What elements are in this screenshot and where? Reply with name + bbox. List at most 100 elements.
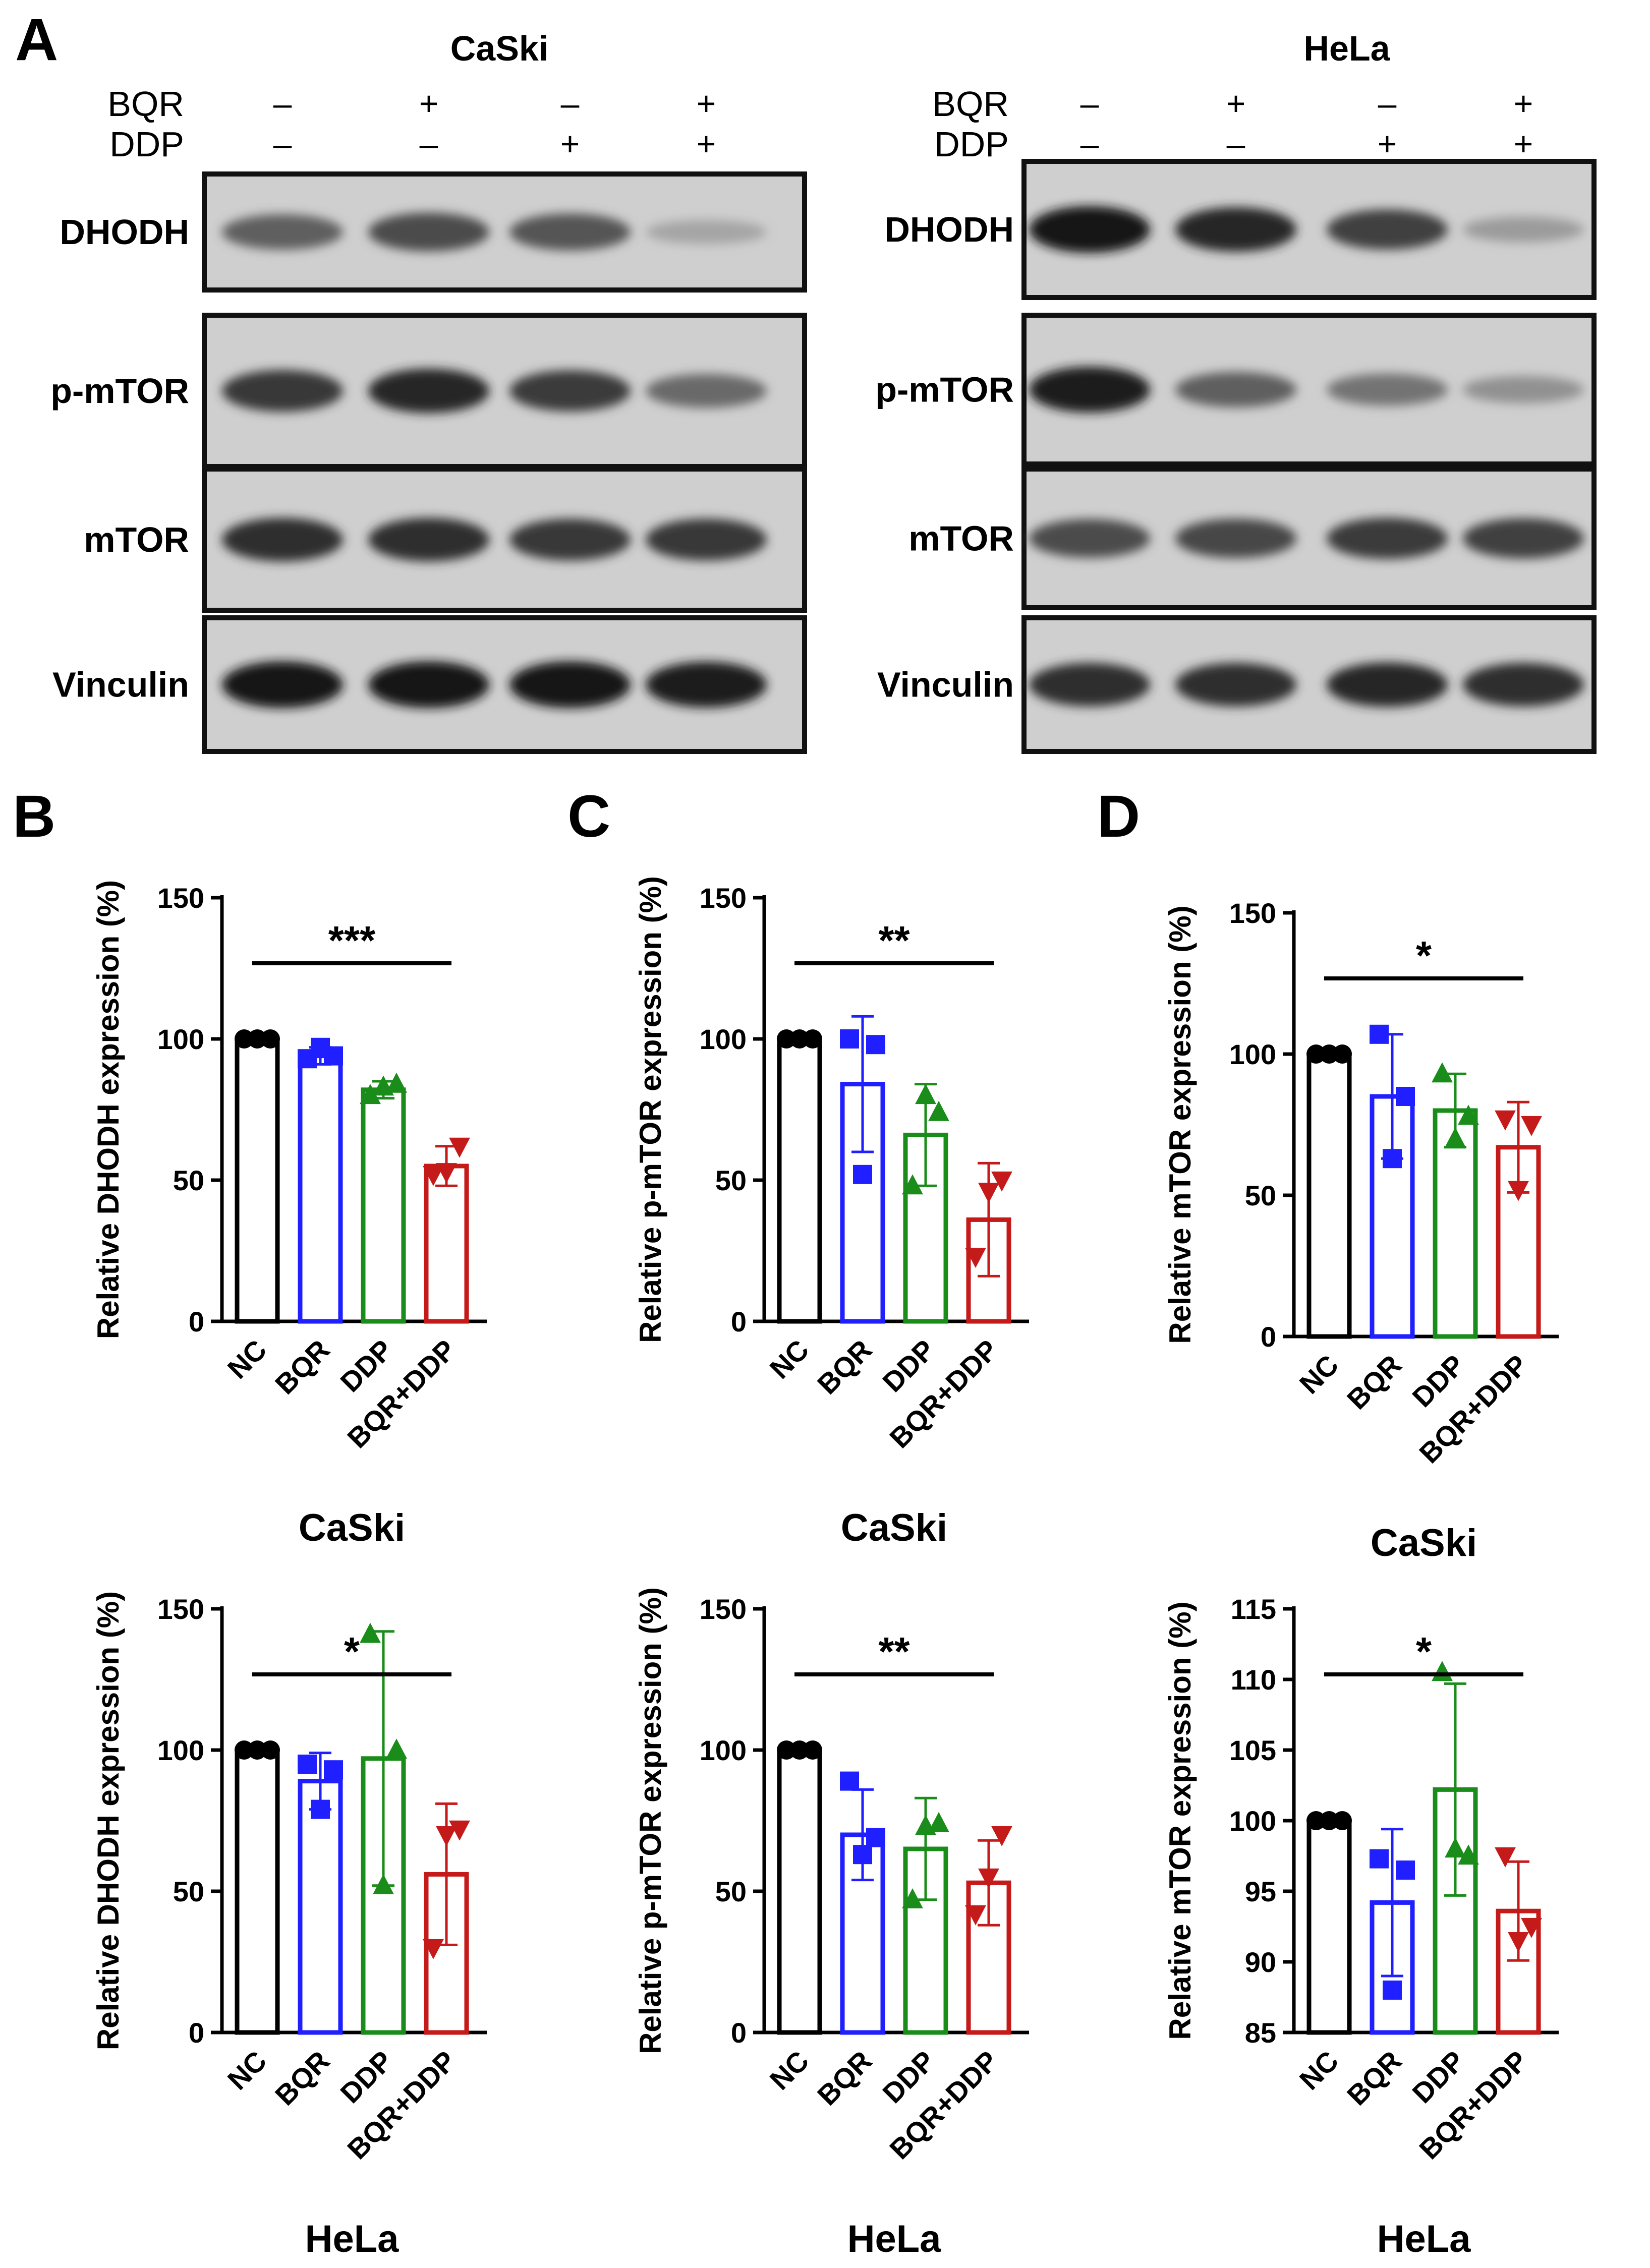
data-point-ddp: [1445, 1837, 1466, 1858]
data-point-nc: [1306, 1044, 1326, 1064]
bar-nc: [235, 1036, 280, 1324]
bar-bqr: [298, 1054, 343, 1324]
data-point-bqr-ddp: [1495, 1110, 1516, 1131]
significance-stars: *: [1416, 933, 1432, 978]
chart-caption-hela: HeLa: [1377, 2218, 1471, 2260]
data-point-bqr-ddp: [1508, 1181, 1529, 1201]
panel-label-a: A: [15, 7, 59, 73]
y-tick-label: 90: [1245, 1946, 1276, 1978]
x-tick-label-nc: NC: [1293, 2045, 1345, 2096]
band-dhodh-lane-2: [368, 212, 489, 252]
band-mtor-lane-1: [222, 517, 343, 562]
ddp-sign-lane-1: –: [1080, 125, 1099, 162]
bar-nc: [777, 1748, 822, 2035]
band-mtor-lane-1: [1029, 519, 1150, 558]
data-point-nc: [1306, 1811, 1326, 1830]
y-axis-title: Relative p-mTOR expression (%): [634, 1587, 667, 2054]
x-tick-label-nc: NC: [221, 2045, 273, 2096]
data-point-nc: [777, 1740, 796, 1760]
bar-nc: [777, 1036, 822, 1324]
band-dhodh-lane-3: [509, 213, 631, 251]
significance-stars: *: [1416, 1629, 1432, 1674]
bqr-sign-lane-2: +: [419, 85, 439, 122]
x-tick-label-nc: NC: [1293, 1349, 1345, 1400]
band-mtor-lane-2: [368, 517, 489, 562]
panel-label-c: C: [567, 783, 611, 850]
data-point-bqr-ddp: [436, 1163, 457, 1183]
y-tick-label: 50: [173, 1165, 204, 1196]
band-vinculin-lane-4: [646, 662, 767, 708]
data-point-bqr-ddp: [991, 1171, 1012, 1192]
data-point-bqr: [853, 1165, 872, 1184]
x-tick-label-bqr: BQR: [811, 1333, 878, 1401]
chart-caption-caski: CaSki: [299, 1506, 405, 1549]
ddp-sign-lane-2: –: [1227, 125, 1245, 162]
ddp-sign-lane-4: +: [1514, 125, 1533, 162]
data-point-bqr-ddp: [449, 1137, 470, 1158]
y-tick-label: 110: [1231, 1664, 1276, 1696]
band-p-mtor-lane-3: [1327, 373, 1448, 406]
bqr-sign-lane-3: –: [561, 85, 580, 122]
band-mtor-lane-3: [509, 518, 631, 561]
x-tick-label-bqr: BQR: [269, 1333, 336, 1401]
bqr-sign-lane-1: –: [273, 85, 292, 122]
blot-title-caski: CaSki: [450, 29, 549, 68]
data-point-ddp: [928, 1100, 949, 1121]
band-p-mtor-lane-1: [222, 370, 343, 412]
x-tick-label-bqr: BQR: [1341, 2045, 1408, 2112]
x-tick-label-nc: NC: [764, 2045, 815, 2096]
data-point-ddp: [928, 1812, 949, 1832]
data-point-ddp: [386, 1072, 407, 1093]
y-axis-title: Relative mTOR expression (%): [1163, 905, 1197, 1344]
data-point-bqr: [866, 1035, 885, 1055]
y-tick-label: 115: [1231, 1593, 1276, 1625]
y-tick-label: 85: [1245, 2017, 1276, 2049]
data-point-bqr: [324, 1760, 343, 1780]
data-point-bqr: [866, 1828, 885, 1847]
data-point-bqr-ddp: [1495, 1847, 1516, 1868]
y-tick-label: 150: [700, 882, 747, 914]
data-point-ddp: [1432, 1062, 1453, 1083]
y-axis-title: Relative p-mTOR expression (%): [634, 876, 667, 1343]
band-vinculin-lane-3: [509, 661, 631, 708]
band-mtor-lane-2: [1175, 518, 1296, 558]
data-point-bqr: [1383, 1981, 1402, 2000]
x-tick-label-bqr: BQR: [811, 2045, 878, 2112]
y-tick-label: 150: [700, 1593, 747, 1625]
ddp-sign-lane-3: +: [1378, 125, 1397, 162]
bqr-sign-lane-3: –: [1378, 85, 1397, 122]
data-point-bqr-ddp: [423, 1166, 444, 1186]
data-point-ddp: [386, 1738, 407, 1759]
data-point-bqr: [311, 1799, 330, 1819]
y-tick-label: 100: [700, 1023, 747, 1055]
y-tick-label: 100: [157, 1023, 204, 1055]
data-point-ddp: [360, 1084, 381, 1104]
chart-caski-p-mtor: Relative p-mTOR expression (%) 0 50 100 150 N…: [634, 876, 1029, 1549]
bqr-sign-lane-4: +: [1514, 85, 1533, 122]
blot-strip-dhodh: [202, 171, 807, 293]
data-point-ddp: [360, 1622, 381, 1643]
blot-band-label-vinculin: Vinculin: [52, 665, 189, 705]
data-point-bqr-ddp: [991, 1826, 1012, 1846]
band-mtor-lane-4: [646, 518, 767, 561]
x-tick-label-nc: NC: [764, 1333, 815, 1385]
blot-band-label-mtor: mTOR: [84, 520, 189, 559]
panel-label-d: D: [1097, 783, 1141, 850]
significance-stars: **: [878, 1629, 910, 1674]
x-tick-label-bqr: BQR: [1341, 1349, 1408, 1416]
band-p-mtor-lane-4: [1463, 376, 1584, 403]
data-point-ddp: [1458, 1844, 1479, 1865]
bar-nc: [1306, 1818, 1352, 2035]
bqr-sign-lane-2: +: [1226, 85, 1246, 122]
y-tick-label: 0: [731, 1306, 747, 1337]
y-tick-label: 50: [715, 1876, 747, 1907]
ddp-sign-lane-2: –: [420, 125, 438, 162]
band-p-mtor-lane-2: [1175, 372, 1296, 408]
chart-hela-dhodh: Relative DHODH expression (%) 0 50 100 150 NC…: [91, 1591, 487, 2260]
blot-strip-vinculin: [1021, 615, 1597, 754]
data-point-ddp: [1458, 1104, 1479, 1125]
data-point-nc: [235, 1740, 254, 1760]
data-point-nc: [803, 1029, 822, 1049]
ddp-sign-lane-4: +: [697, 125, 716, 162]
blot-strip-vinculin: [202, 615, 807, 754]
